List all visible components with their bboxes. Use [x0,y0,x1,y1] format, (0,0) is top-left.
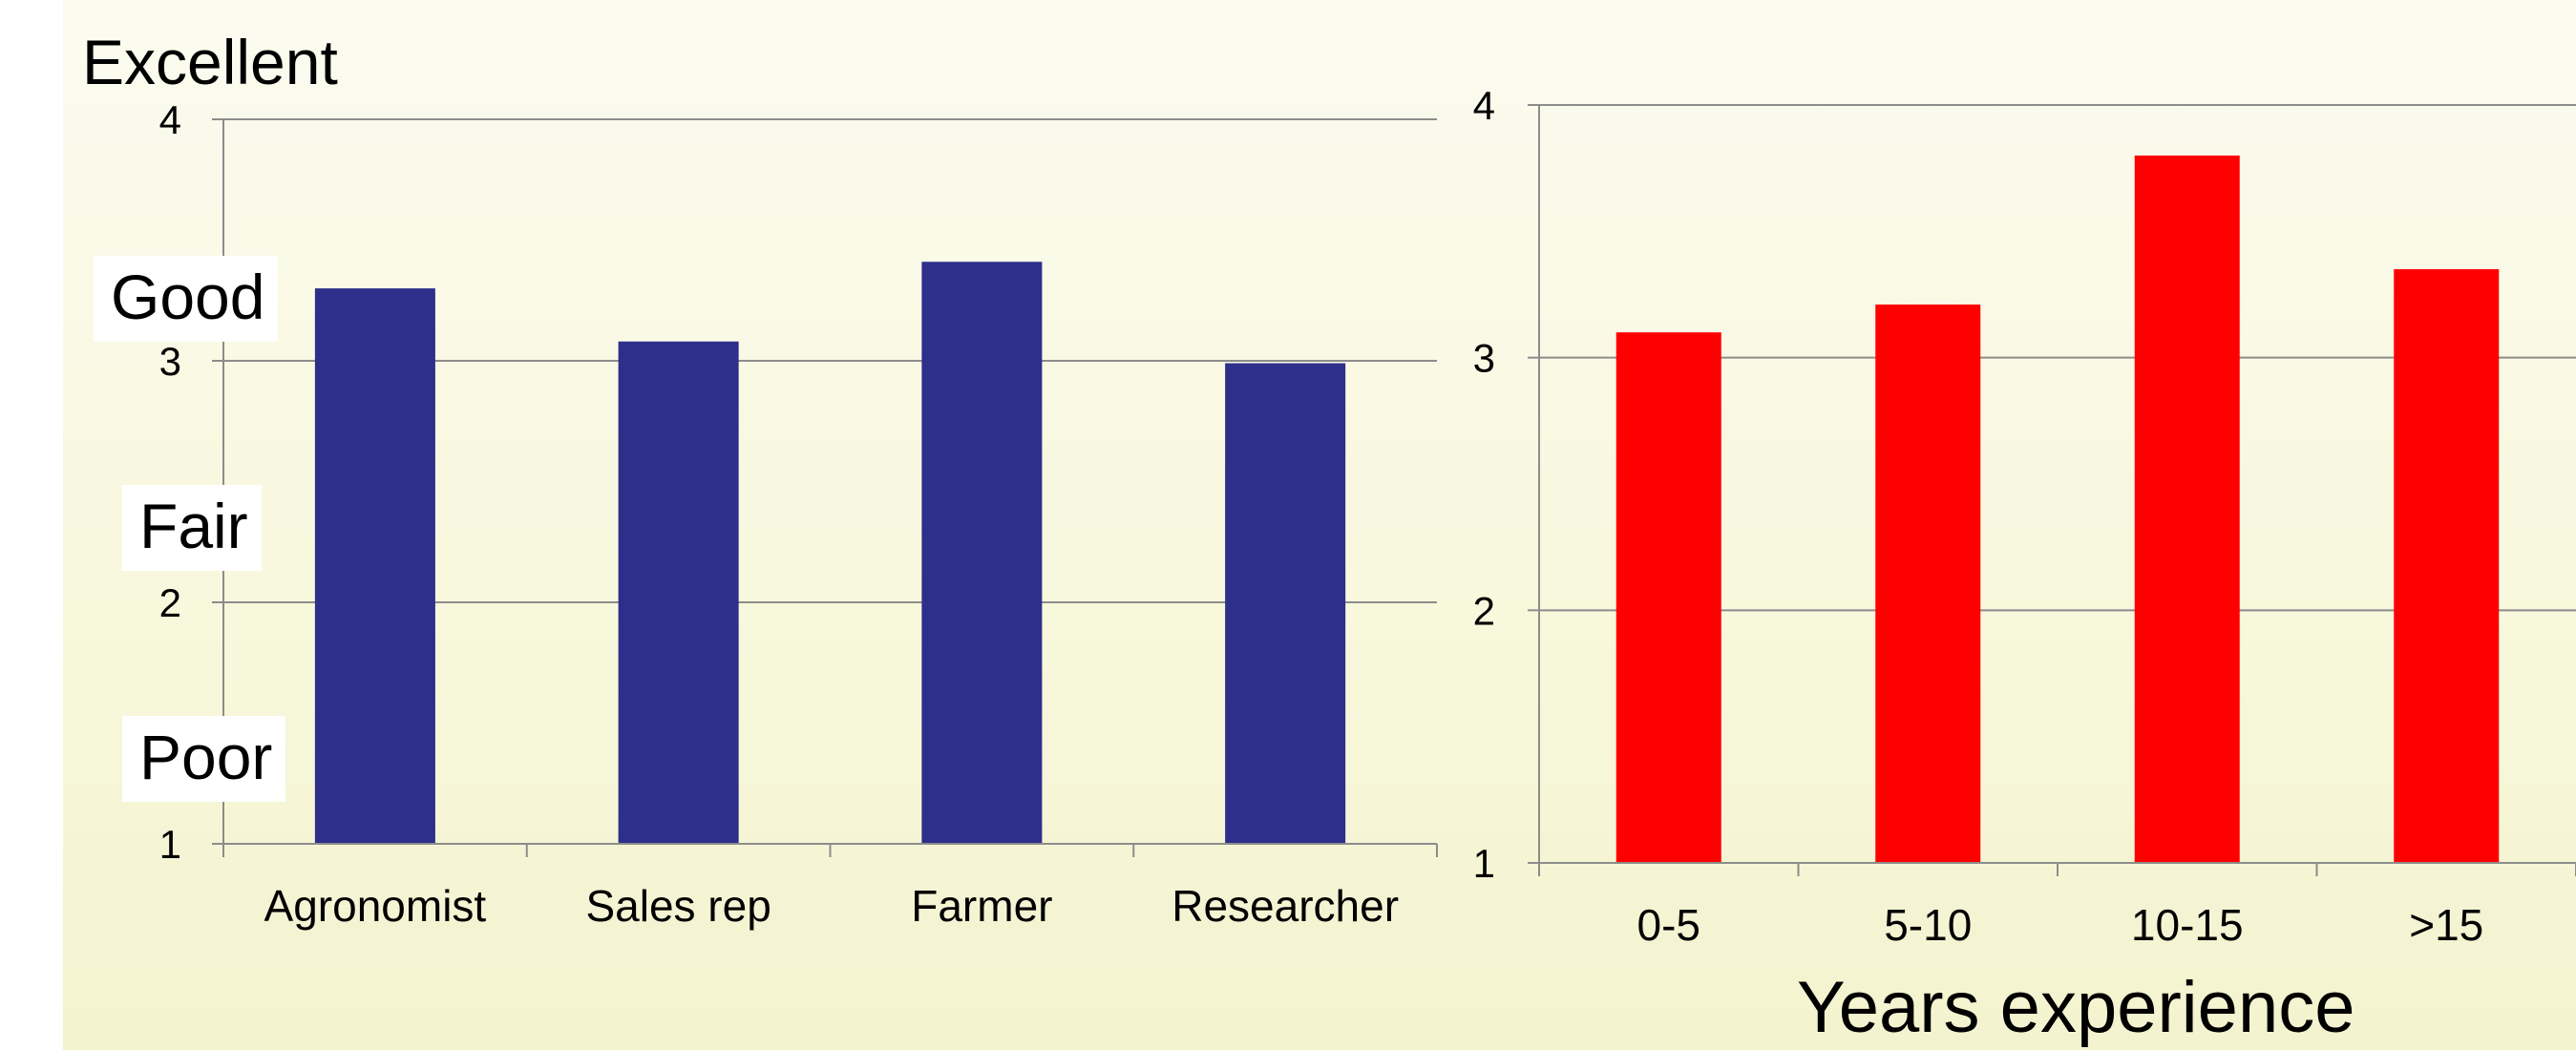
role-x-tick-label: Researcher [1172,881,1399,931]
experience-bar [1615,332,1721,863]
rating-poor-label: Poor [122,716,286,802]
x-axis-title-experience: Years experience [1797,967,2355,1048]
rating-excellent-label: Excellent [82,27,338,97]
experience-y-tick-label: 4 [1473,83,1495,128]
experience-x-tick-label: >15 [2409,900,2483,950]
role-x-tick-label: Sales rep [585,881,771,931]
rating-fair-label: Fair [122,485,262,571]
experience-x-tick-label: 0-5 [1637,900,1700,950]
experience-y-tick-label: 3 [1473,336,1495,381]
rating-good-label: Good [94,256,279,342]
experience-bar [2394,269,2500,863]
role-y-tick-label: 1 [159,822,181,867]
role-bar [314,288,435,845]
experience-y-tick-label: 2 [1473,588,1495,633]
role-bar [921,262,1043,844]
role-x-tick-label: Farmer [911,881,1052,931]
experience-x-tick-label: 10-15 [2131,900,2244,950]
slide-margin [0,0,63,1050]
role-x-tick-label: Agronomist [264,881,487,931]
role-bar [1225,363,1346,844]
role-bar [618,341,739,844]
experience-bar [2134,155,2240,863]
role-y-tick-label: 2 [159,580,181,625]
experience-bar [1875,304,1981,863]
role-y-tick-label: 4 [159,97,181,142]
experience-x-tick-label: 5-10 [1884,900,1972,950]
role-y-tick-label: 3 [159,339,181,384]
experience-y-tick-label: 1 [1473,841,1495,886]
